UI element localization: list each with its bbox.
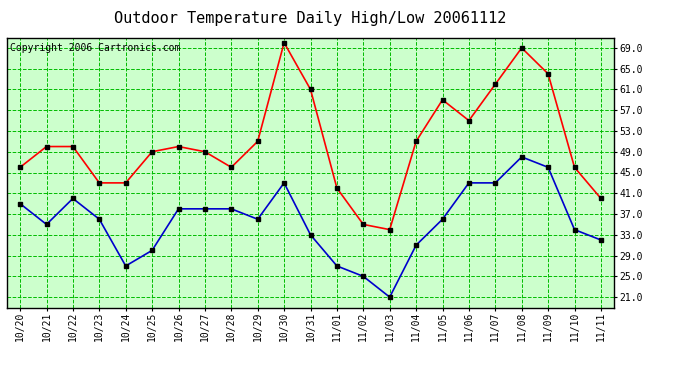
- Text: Outdoor Temperature Daily High/Low 20061112: Outdoor Temperature Daily High/Low 20061…: [115, 11, 506, 26]
- Text: Copyright 2006 Cartronics.com: Copyright 2006 Cartronics.com: [10, 43, 180, 53]
